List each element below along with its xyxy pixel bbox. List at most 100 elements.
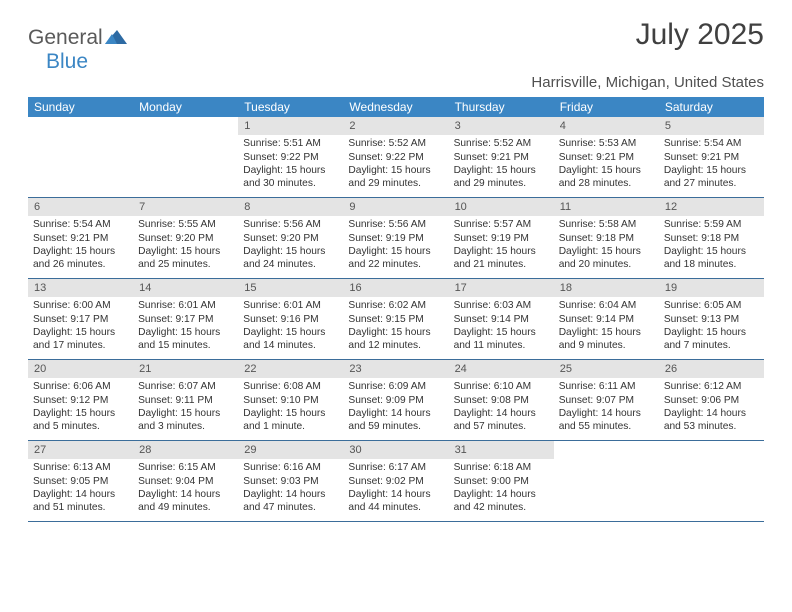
- sunset-text: Sunset: 9:22 PM: [243, 151, 338, 164]
- day-cell: 8Sunrise: 5:56 AMSunset: 9:20 PMDaylight…: [238, 198, 343, 278]
- day-number: 1: [238, 117, 343, 135]
- weekday-label: Tuesday: [238, 97, 343, 117]
- sunset-text: Sunset: 9:14 PM: [559, 313, 654, 326]
- sunset-text: Sunset: 9:19 PM: [348, 232, 443, 245]
- week-row: 13Sunrise: 6:00 AMSunset: 9:17 PMDayligh…: [28, 279, 764, 360]
- brand-logo: General: [28, 26, 127, 50]
- sunrise-text: Sunrise: 6:08 AM: [243, 380, 338, 393]
- sunset-text: Sunset: 9:20 PM: [138, 232, 233, 245]
- day-number: 11: [554, 198, 659, 216]
- page-title: July 2025: [636, 18, 764, 52]
- daylight-text: Daylight: 14 hours and 44 minutes.: [348, 488, 443, 515]
- day-cell: 11Sunrise: 5:58 AMSunset: 9:18 PMDayligh…: [554, 198, 659, 278]
- daylight-text: Daylight: 14 hours and 51 minutes.: [33, 488, 128, 515]
- day-body: Sunrise: 6:10 AMSunset: 9:08 PMDaylight:…: [449, 378, 554, 439]
- brand-word1: General: [28, 26, 103, 50]
- day-cell: [659, 441, 764, 521]
- sunrise-text: Sunrise: 6:10 AM: [454, 380, 549, 393]
- day-body: Sunrise: 5:54 AMSunset: 9:21 PMDaylight:…: [28, 216, 133, 277]
- day-body: Sunrise: 6:16 AMSunset: 9:03 PMDaylight:…: [238, 459, 343, 520]
- day-cell: 17Sunrise: 6:03 AMSunset: 9:14 PMDayligh…: [449, 279, 554, 359]
- day-cell: 13Sunrise: 6:00 AMSunset: 9:17 PMDayligh…: [28, 279, 133, 359]
- daylight-text: Daylight: 15 hours and 29 minutes.: [454, 164, 549, 191]
- day-cell: 27Sunrise: 6:13 AMSunset: 9:05 PMDayligh…: [28, 441, 133, 521]
- sunset-text: Sunset: 9:20 PM: [243, 232, 338, 245]
- sunrise-text: Sunrise: 6:13 AM: [33, 461, 128, 474]
- day-body: Sunrise: 5:51 AMSunset: 9:22 PMDaylight:…: [238, 135, 343, 196]
- daylight-text: Daylight: 14 hours and 53 minutes.: [664, 407, 759, 434]
- sunrise-text: Sunrise: 6:05 AM: [664, 299, 759, 312]
- daylight-text: Daylight: 15 hours and 14 minutes.: [243, 326, 338, 353]
- sunset-text: Sunset: 9:00 PM: [454, 475, 549, 488]
- day-body: Sunrise: 6:07 AMSunset: 9:11 PMDaylight:…: [133, 378, 238, 439]
- daylight-text: Daylight: 15 hours and 18 minutes.: [664, 245, 759, 272]
- week-row: 27Sunrise: 6:13 AMSunset: 9:05 PMDayligh…: [28, 441, 764, 522]
- day-number: 23: [343, 360, 448, 378]
- day-body: Sunrise: 6:02 AMSunset: 9:15 PMDaylight:…: [343, 297, 448, 358]
- day-body: Sunrise: 6:04 AMSunset: 9:14 PMDaylight:…: [554, 297, 659, 358]
- sunset-text: Sunset: 9:18 PM: [559, 232, 654, 245]
- sunrise-text: Sunrise: 5:54 AM: [33, 218, 128, 231]
- day-body: Sunrise: 5:55 AMSunset: 9:20 PMDaylight:…: [133, 216, 238, 277]
- brand-word2-row: Blue: [46, 50, 764, 74]
- day-cell: 7Sunrise: 5:55 AMSunset: 9:20 PMDaylight…: [133, 198, 238, 278]
- day-body: Sunrise: 5:57 AMSunset: 9:19 PMDaylight:…: [449, 216, 554, 277]
- day-body: Sunrise: 5:52 AMSunset: 9:21 PMDaylight:…: [449, 135, 554, 196]
- day-body: Sunrise: 5:58 AMSunset: 9:18 PMDaylight:…: [554, 216, 659, 277]
- daylight-text: Daylight: 14 hours and 59 minutes.: [348, 407, 443, 434]
- day-cell: 26Sunrise: 6:12 AMSunset: 9:06 PMDayligh…: [659, 360, 764, 440]
- day-body: [554, 459, 659, 467]
- day-number: 2: [343, 117, 448, 135]
- sunset-text: Sunset: 9:18 PM: [664, 232, 759, 245]
- day-body: Sunrise: 6:01 AMSunset: 9:16 PMDaylight:…: [238, 297, 343, 358]
- day-cell: 12Sunrise: 5:59 AMSunset: 9:18 PMDayligh…: [659, 198, 764, 278]
- sunrise-text: Sunrise: 6:01 AM: [243, 299, 338, 312]
- daylight-text: Daylight: 14 hours and 49 minutes.: [138, 488, 233, 515]
- day-cell: 16Sunrise: 6:02 AMSunset: 9:15 PMDayligh…: [343, 279, 448, 359]
- sunset-text: Sunset: 9:21 PM: [454, 151, 549, 164]
- weekday-header: SundayMondayTuesdayWednesdayThursdayFrid…: [28, 97, 764, 117]
- sunset-text: Sunset: 9:21 PM: [33, 232, 128, 245]
- week-row: 20Sunrise: 6:06 AMSunset: 9:12 PMDayligh…: [28, 360, 764, 441]
- day-number: 29: [238, 441, 343, 459]
- sunrise-text: Sunrise: 6:00 AM: [33, 299, 128, 312]
- day-body: Sunrise: 6:00 AMSunset: 9:17 PMDaylight:…: [28, 297, 133, 358]
- day-body: Sunrise: 6:03 AMSunset: 9:14 PMDaylight:…: [449, 297, 554, 358]
- daylight-text: Daylight: 14 hours and 57 minutes.: [454, 407, 549, 434]
- day-body: Sunrise: 5:53 AMSunset: 9:21 PMDaylight:…: [554, 135, 659, 196]
- day-number: 5: [659, 117, 764, 135]
- day-number: [659, 441, 764, 459]
- sunrise-text: Sunrise: 6:11 AM: [559, 380, 654, 393]
- day-cell: 1Sunrise: 5:51 AMSunset: 9:22 PMDaylight…: [238, 117, 343, 197]
- daylight-text: Daylight: 15 hours and 7 minutes.: [664, 326, 759, 353]
- day-number: 31: [449, 441, 554, 459]
- daylight-text: Daylight: 15 hours and 11 minutes.: [454, 326, 549, 353]
- day-number: 7: [133, 198, 238, 216]
- day-number: 8: [238, 198, 343, 216]
- day-body: Sunrise: 5:52 AMSunset: 9:22 PMDaylight:…: [343, 135, 448, 196]
- day-cell: 14Sunrise: 6:01 AMSunset: 9:17 PMDayligh…: [133, 279, 238, 359]
- sunset-text: Sunset: 9:19 PM: [454, 232, 549, 245]
- day-cell: 5Sunrise: 5:54 AMSunset: 9:21 PMDaylight…: [659, 117, 764, 197]
- day-number: [133, 117, 238, 135]
- sunrise-text: Sunrise: 5:56 AM: [243, 218, 338, 231]
- day-body: Sunrise: 5:56 AMSunset: 9:20 PMDaylight:…: [238, 216, 343, 277]
- brand-word2: Blue: [46, 50, 88, 73]
- daylight-text: Daylight: 15 hours and 15 minutes.: [138, 326, 233, 353]
- sunrise-text: Sunrise: 5:58 AM: [559, 218, 654, 231]
- day-cell: 4Sunrise: 5:53 AMSunset: 9:21 PMDaylight…: [554, 117, 659, 197]
- day-cell: 25Sunrise: 6:11 AMSunset: 9:07 PMDayligh…: [554, 360, 659, 440]
- sunset-text: Sunset: 9:11 PM: [138, 394, 233, 407]
- sunrise-text: Sunrise: 6:01 AM: [138, 299, 233, 312]
- day-cell: 28Sunrise: 6:15 AMSunset: 9:04 PMDayligh…: [133, 441, 238, 521]
- day-body: Sunrise: 6:08 AMSunset: 9:10 PMDaylight:…: [238, 378, 343, 439]
- day-cell: 29Sunrise: 6:16 AMSunset: 9:03 PMDayligh…: [238, 441, 343, 521]
- day-body: Sunrise: 6:09 AMSunset: 9:09 PMDaylight:…: [343, 378, 448, 439]
- daylight-text: Daylight: 15 hours and 29 minutes.: [348, 164, 443, 191]
- weekday-label: Thursday: [449, 97, 554, 117]
- day-number: 17: [449, 279, 554, 297]
- day-cell: 31Sunrise: 6:18 AMSunset: 9:00 PMDayligh…: [449, 441, 554, 521]
- day-cell: 30Sunrise: 6:17 AMSunset: 9:02 PMDayligh…: [343, 441, 448, 521]
- sunset-text: Sunset: 9:21 PM: [664, 151, 759, 164]
- daylight-text: Daylight: 15 hours and 22 minutes.: [348, 245, 443, 272]
